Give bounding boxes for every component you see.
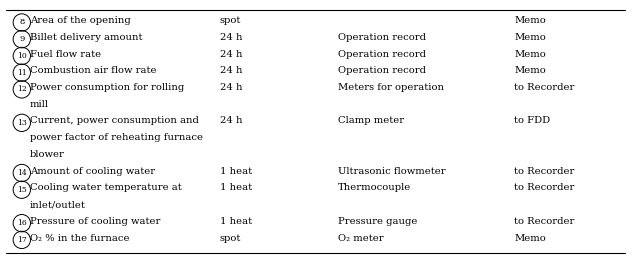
Text: 24 h: 24 h [220,66,243,75]
Text: O₂ meter: O₂ meter [337,234,383,242]
Text: Pressure gauge: Pressure gauge [337,217,417,226]
Text: Memo: Memo [514,66,546,75]
Text: 1 heat: 1 heat [220,183,252,192]
Text: Memo: Memo [514,50,546,58]
Text: mill: mill [30,100,49,109]
Text: Thermocouple: Thermocouple [337,183,411,192]
Text: inlet/outlet: inlet/outlet [30,200,86,209]
Text: to Recorder: to Recorder [514,183,574,192]
Text: power factor of reheating furnace: power factor of reheating furnace [30,133,203,142]
Text: 24 h: 24 h [220,50,243,58]
Text: 24 h: 24 h [220,83,243,92]
Text: 11: 11 [17,69,27,77]
Text: 8: 8 [19,19,25,26]
Text: 24 h: 24 h [220,33,243,42]
Text: spot: spot [220,234,241,242]
Text: Meters for operation: Meters for operation [337,83,444,92]
Text: to Recorder: to Recorder [514,217,574,226]
Text: Pressure of cooling water: Pressure of cooling water [30,217,161,226]
Text: 15: 15 [17,186,27,194]
Text: Operation record: Operation record [337,50,426,58]
Text: Operation record: Operation record [337,33,426,42]
Text: 1 heat: 1 heat [220,217,252,226]
Text: Clamp meter: Clamp meter [337,116,404,126]
Text: Ultrasonic flowmeter: Ultrasonic flowmeter [337,167,446,176]
Text: Billet delivery amount: Billet delivery amount [30,33,142,42]
Text: 9: 9 [19,35,25,43]
Text: 12: 12 [17,85,27,93]
Text: to FDD: to FDD [514,116,550,126]
Text: Combustion air flow rate: Combustion air flow rate [30,66,156,75]
Text: 1 heat: 1 heat [220,167,252,176]
Text: 13: 13 [17,119,27,127]
Text: Operation record: Operation record [337,66,426,75]
Text: 10: 10 [17,52,27,60]
Text: Fuel flow rate: Fuel flow rate [30,50,101,58]
Text: spot: spot [220,16,241,25]
Text: to Recorder: to Recorder [514,83,574,92]
Text: Cooling water temperature at: Cooling water temperature at [30,183,181,192]
Text: Amount of cooling water: Amount of cooling water [30,167,155,176]
Text: Memo: Memo [514,33,546,42]
Text: blower: blower [30,150,64,159]
Text: 16: 16 [17,219,27,227]
Text: 14: 14 [17,169,27,177]
Text: Memo: Memo [514,16,546,25]
Text: 17: 17 [17,236,27,244]
Text: Area of the opening: Area of the opening [30,16,131,25]
Text: Power consumption for rolling: Power consumption for rolling [30,83,184,92]
Text: Current, power consumption and: Current, power consumption and [30,116,198,126]
Text: 24 h: 24 h [220,116,243,126]
Text: Memo: Memo [514,234,546,242]
Text: O₂ % in the furnace: O₂ % in the furnace [30,234,130,242]
Text: to Recorder: to Recorder [514,167,574,176]
